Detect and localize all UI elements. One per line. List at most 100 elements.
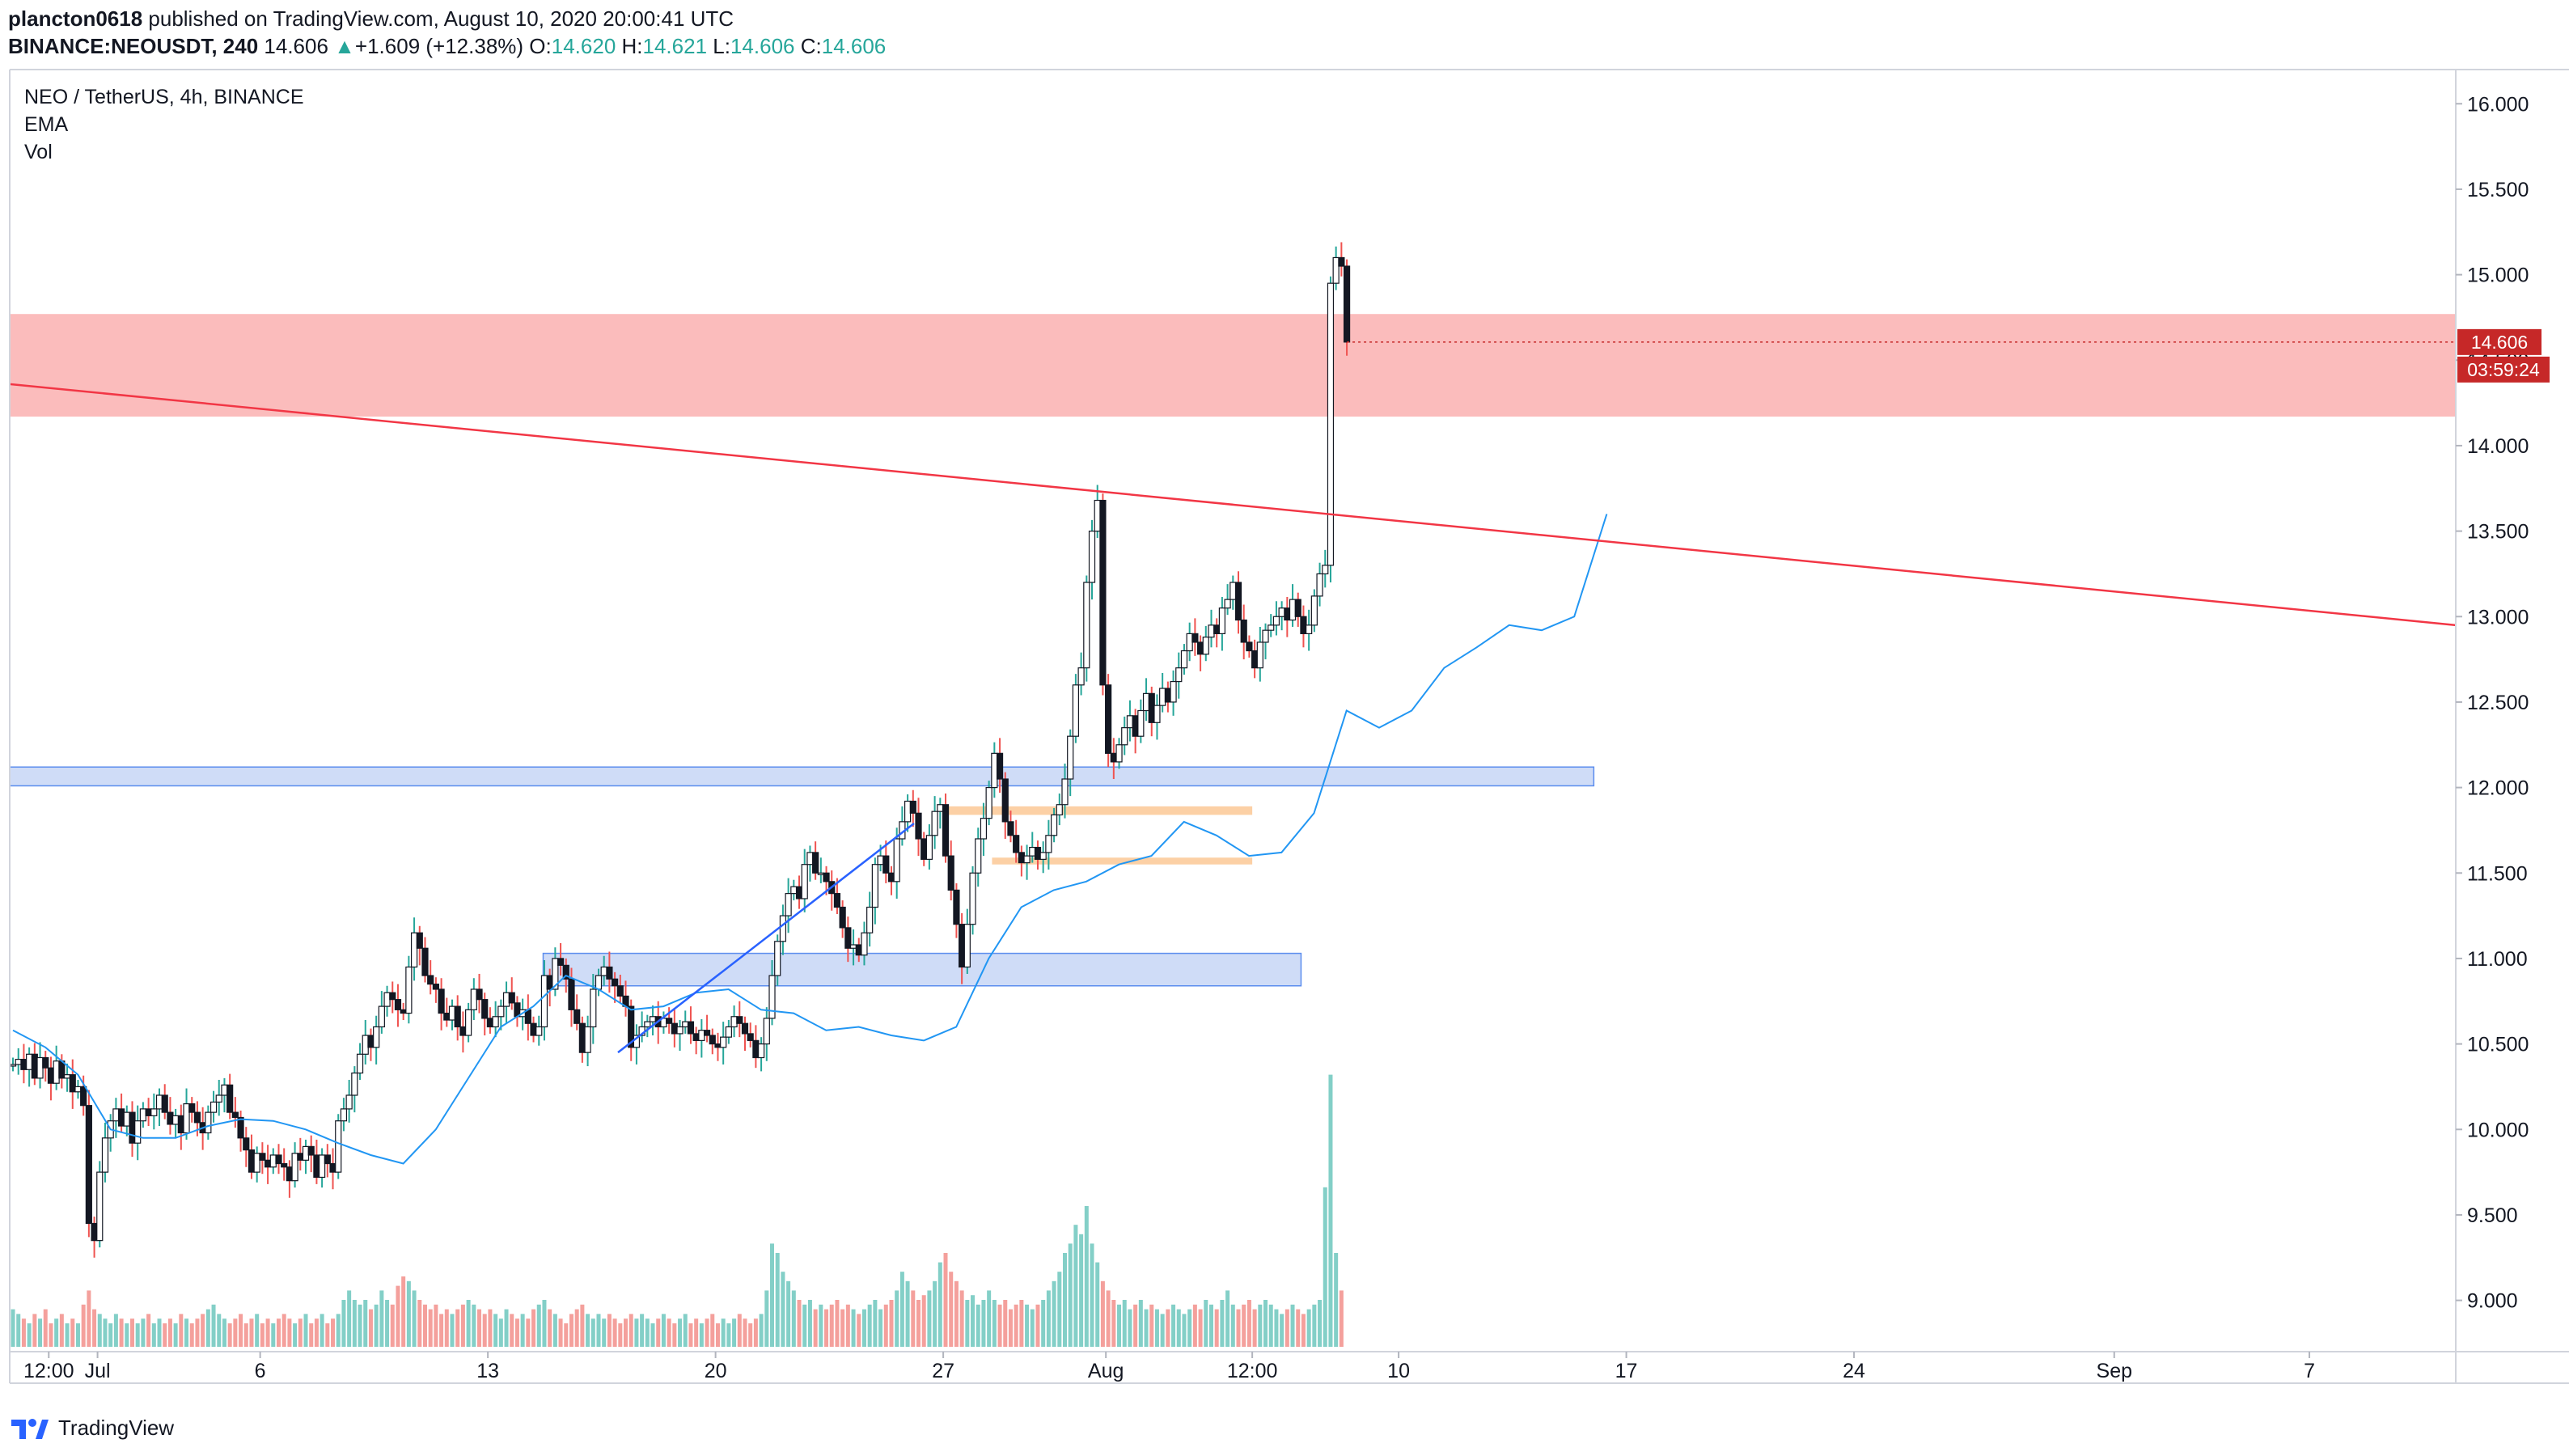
price-axis: 9.000 9.500 10.000 10.500 11.000 11.500 12.000… xyxy=(2456,93,2529,1313)
candle xyxy=(1007,811,1014,843)
price-chart[interactable]: 9.000 9.500 10.000 10.500 11.000 11.500 12.000… xyxy=(0,0,2569,1407)
candle-body xyxy=(877,855,884,866)
indicator-ema-label[interactable]: EMA xyxy=(24,113,69,136)
time-tick-label: 13 xyxy=(476,1360,499,1382)
candle-body xyxy=(237,1116,244,1139)
candle xyxy=(432,977,439,1003)
candle-body xyxy=(595,975,603,990)
candle-body xyxy=(410,932,418,968)
candle xyxy=(85,1090,92,1238)
candle-body xyxy=(1023,855,1031,864)
volume-bar xyxy=(678,1318,683,1347)
candle-body xyxy=(53,1060,60,1084)
candles-layer xyxy=(9,242,1351,1258)
candle-body xyxy=(1240,619,1247,643)
candle-body xyxy=(861,932,868,956)
candle-body xyxy=(297,1153,304,1161)
volume-bar xyxy=(667,1318,671,1347)
countdown-label: 03:59:24 xyxy=(2467,359,2540,380)
candle-body xyxy=(1284,607,1291,621)
volume-bar xyxy=(737,1314,742,1347)
candle-body xyxy=(167,1111,174,1125)
chart-title[interactable]: NEO / TetherUS, 4h, BINANCE xyxy=(24,86,304,108)
candle-body xyxy=(839,906,846,929)
candle xyxy=(476,973,483,1014)
candle-body xyxy=(1300,616,1307,634)
candle-body xyxy=(1224,599,1231,609)
volume-bar xyxy=(1323,1187,1327,1347)
candle xyxy=(552,947,559,997)
candle-body xyxy=(1034,846,1042,860)
price-tick-label: 11.500 xyxy=(2467,862,2528,885)
volume-bar xyxy=(406,1280,411,1347)
demand-zone-upper xyxy=(9,766,1595,787)
volume-bar xyxy=(1019,1300,1024,1347)
volume-bar xyxy=(265,1318,270,1347)
volume-bar xyxy=(997,1304,1002,1347)
candle-body xyxy=(243,1137,250,1151)
volume-bar xyxy=(878,1309,883,1347)
candle xyxy=(134,1105,142,1161)
volume-bar xyxy=(813,1309,818,1347)
candle-body xyxy=(1029,846,1036,857)
candle-body xyxy=(1191,633,1199,643)
candle-body xyxy=(785,893,792,916)
volume-bar xyxy=(1290,1304,1295,1347)
volume-bar xyxy=(1268,1304,1273,1347)
symbol-line[interactable]: BINANCE:NEOUSDT, 240 xyxy=(8,34,259,58)
volume-bar xyxy=(108,1323,113,1347)
candle-body xyxy=(63,1074,71,1079)
candle xyxy=(427,960,434,995)
candle xyxy=(812,841,819,880)
price-tick-label: 15.500 xyxy=(2467,179,2529,201)
candle-body xyxy=(790,886,798,895)
candle xyxy=(801,849,808,912)
time-tick-label: 24 xyxy=(1843,1360,1865,1382)
candle xyxy=(492,1001,499,1038)
candle-body xyxy=(155,1094,163,1110)
candle-body xyxy=(882,855,890,874)
time-tick-label: 6 xyxy=(255,1360,266,1382)
candle-body xyxy=(1186,633,1193,652)
open-value: 14.620 xyxy=(551,34,616,58)
candle-body xyxy=(953,889,960,925)
volume-bar xyxy=(558,1318,563,1347)
author-name[interactable]: plancton0618 xyxy=(8,6,143,31)
candle-body xyxy=(1343,265,1351,343)
volume-bar xyxy=(325,1323,330,1347)
zones-layer xyxy=(9,314,2456,987)
volume-bar xyxy=(417,1300,422,1347)
volume-bar xyxy=(1133,1304,1138,1347)
indicator-vol-label[interactable]: Vol xyxy=(24,141,53,163)
volume-bar xyxy=(845,1304,850,1347)
chart-pane[interactable] xyxy=(10,70,2456,1352)
tradingview-footer[interactable]: TradingView xyxy=(8,1412,174,1444)
volume-bar xyxy=(1122,1300,1127,1347)
volume-bar xyxy=(87,1290,91,1347)
volume-bar xyxy=(1154,1309,1159,1347)
candle xyxy=(1013,819,1020,863)
candle-body xyxy=(1322,565,1329,575)
volume-bar xyxy=(129,1318,134,1347)
candle xyxy=(573,994,581,1031)
volume-bar xyxy=(933,1280,937,1347)
candle-body xyxy=(1050,814,1058,836)
candle xyxy=(703,1014,711,1043)
volume-bar xyxy=(1144,1309,1149,1347)
candle-body xyxy=(947,855,954,891)
volume-bar xyxy=(239,1314,243,1347)
volume-bar xyxy=(298,1318,303,1347)
volume-bar xyxy=(683,1314,688,1347)
volume-bar xyxy=(1198,1309,1203,1347)
price-tick-label: 13.500 xyxy=(2467,521,2529,544)
candle xyxy=(1310,589,1318,633)
volume-bar xyxy=(1062,1253,1067,1347)
volume-bar xyxy=(732,1318,737,1347)
volume-bar xyxy=(1242,1304,1246,1347)
candle xyxy=(205,1105,212,1140)
candle-body xyxy=(1332,256,1340,284)
volume-bar xyxy=(1187,1309,1192,1347)
volume-bar xyxy=(243,1323,248,1347)
candle-body xyxy=(1316,573,1323,597)
candle-body xyxy=(150,1108,158,1116)
